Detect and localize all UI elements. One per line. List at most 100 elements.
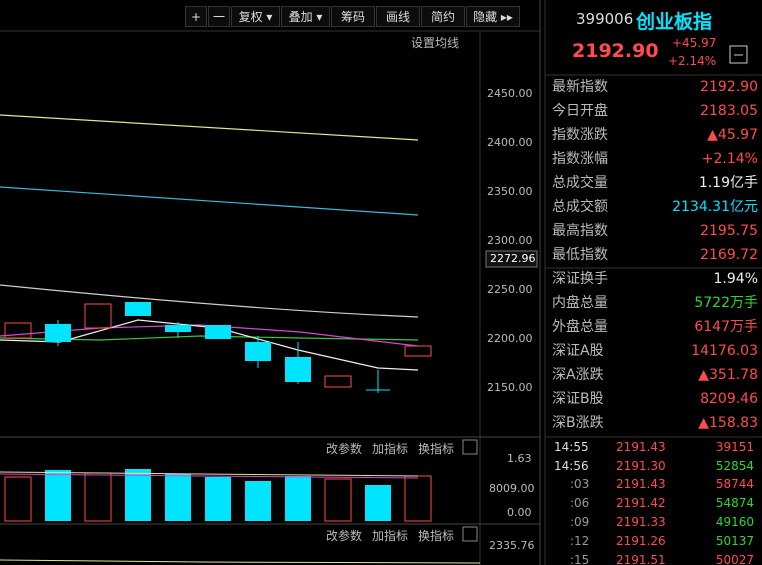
quote-value: 14176.03 (691, 343, 758, 359)
price-tick-label: 2350.00 (487, 185, 533, 198)
volume-bar (324, 478, 352, 522)
candle (205, 325, 231, 339)
tick-volume: 52854 (715, 459, 754, 473)
tick-time: 14:55 (554, 440, 589, 454)
volume-ma (0, 473, 419, 479)
quote-label: 最高指数 (552, 223, 608, 239)
current-price-box (485, 250, 538, 268)
stock-code: 399006 (576, 10, 634, 28)
tick-row: 14:56 2191.30 52854 (550, 457, 758, 475)
toolbar-button[interactable]: 画线 (376, 6, 420, 27)
tick-volume: 39151 (715, 440, 754, 454)
quote-label: 深证B股 (552, 391, 604, 407)
quote-value: 2183.05 (700, 103, 758, 119)
quote-row: 深证换手 1.94% (550, 269, 758, 289)
candle (84, 303, 112, 329)
toolbar-button[interactable]: 一 (208, 6, 230, 27)
candle (45, 324, 71, 342)
toolbar-button[interactable]: + (185, 6, 207, 27)
price-tick-label: 2400.00 (487, 136, 533, 149)
volume-bar (404, 475, 432, 522)
tick-time: 14:56 (554, 459, 589, 473)
quote-value: ▲45.97 (707, 127, 758, 143)
price-tick-label: 2250.00 (487, 283, 533, 296)
panel-action[interactable]: 改参数 (326, 529, 363, 543)
volume-tick-label: 8009.00 (489, 482, 535, 495)
change: +45.97 (672, 36, 717, 50)
quote-row: 总成交量 1.19亿手 (550, 173, 758, 193)
quote-label: 深证换手 (552, 271, 608, 287)
quote-value: 2192.90 (700, 79, 758, 95)
close-button[interactable] (462, 526, 478, 542)
candles (4, 302, 432, 393)
toolbar-button[interactable]: 简约 (421, 6, 465, 27)
toolbar-button[interactable]: 筹码 (331, 6, 375, 27)
quote-row: 最高指数 2195.75 (550, 221, 758, 241)
indicator-line (0, 559, 481, 564)
tick-row: :12 2191.26 50137 (550, 532, 758, 550)
panel-action[interactable]: 改参数 (326, 442, 363, 456)
quote-value: ▲351.78 (698, 367, 758, 383)
tick-price: 2191.43 (616, 477, 666, 491)
tick-volume: 50027 (715, 553, 754, 565)
quote-row: 外盘总量 6147万手 (550, 317, 758, 337)
quote-row: 指数涨幅 +2.14% (550, 149, 758, 169)
tick-price: 2191.43 (616, 440, 666, 454)
quote-row: 深证A股 14176.03 (550, 341, 758, 361)
tick-price: 2191.42 (616, 496, 666, 510)
ma-line (0, 114, 419, 141)
volume-bar (84, 472, 112, 522)
quote-value: 2195.75 (700, 223, 758, 239)
tick-row: :03 2191.43 58744 (550, 475, 758, 493)
price-tick-label: 2150.00 (487, 381, 533, 394)
quote-row: 总成交额 2134.31亿元 (550, 197, 758, 217)
toolbar-button[interactable]: 隐藏 ▸▸ (466, 6, 520, 27)
quote-label: 外盘总量 (552, 319, 608, 335)
volume-bar (285, 476, 311, 521)
quote-value: 5722万手 (694, 295, 758, 311)
quote-row: 深A涨跌 ▲351.78 (550, 365, 758, 385)
quote-value: ▲158.83 (698, 415, 758, 431)
quote-label: 深B涨跌 (552, 415, 604, 431)
panel-action[interactable]: 加指标 (372, 529, 409, 543)
tick-time: :03 (570, 477, 590, 491)
collapse-button[interactable] (729, 45, 748, 64)
quote-label: 总成交量 (552, 175, 608, 191)
quote-label: 指数涨幅 (552, 151, 608, 167)
price-tick-label: 2300.00 (487, 234, 533, 247)
quote-value: 1.94% (713, 271, 758, 287)
tick-price: 2191.33 (616, 515, 666, 529)
close-button[interactable] (462, 439, 478, 455)
toolbar-button[interactable]: 复权 ▾ (231, 6, 280, 27)
volume-bar (4, 476, 32, 522)
panel-action[interactable]: 换指标 (418, 442, 455, 456)
tick-row: :06 2191.42 54874 (550, 494, 758, 512)
volume-bar (45, 470, 71, 521)
volume-bar (245, 481, 271, 521)
tick-price: 2191.26 (616, 534, 666, 548)
quote-value: 1.19亿手 (698, 175, 758, 191)
tick-row: :09 2191.33 49160 (550, 513, 758, 531)
quote-row: 今日开盘 2183.05 (550, 101, 758, 121)
quote-label: 内盘总量 (552, 295, 608, 311)
tick-time: :12 (570, 534, 590, 548)
panel-action[interactable]: 加指标 (372, 442, 409, 456)
candle (285, 357, 311, 382)
volume-bar (365, 485, 391, 521)
tick-time: :15 (570, 553, 590, 565)
tick-volume: 54874 (715, 496, 754, 510)
panel-action[interactable]: 换指标 (418, 529, 455, 543)
toolbar-button[interactable]: 叠加 ▾ (281, 6, 330, 27)
volume-tick-label: 0.00 (507, 506, 532, 519)
volume-bar (205, 477, 231, 521)
price-tick-label: 2200.00 (487, 332, 533, 345)
quote-row: 深B涨跌 ▲158.83 (550, 413, 758, 433)
quote-label: 指数涨跌 (552, 127, 608, 143)
candle (404, 345, 432, 357)
quote-label: 最低指数 (552, 247, 608, 263)
volume-tick-label: 1.63 (507, 452, 532, 465)
candle (324, 375, 352, 388)
ma-setting[interactable]: 设置均线 (411, 36, 460, 50)
tick-volume: 50137 (715, 534, 754, 548)
